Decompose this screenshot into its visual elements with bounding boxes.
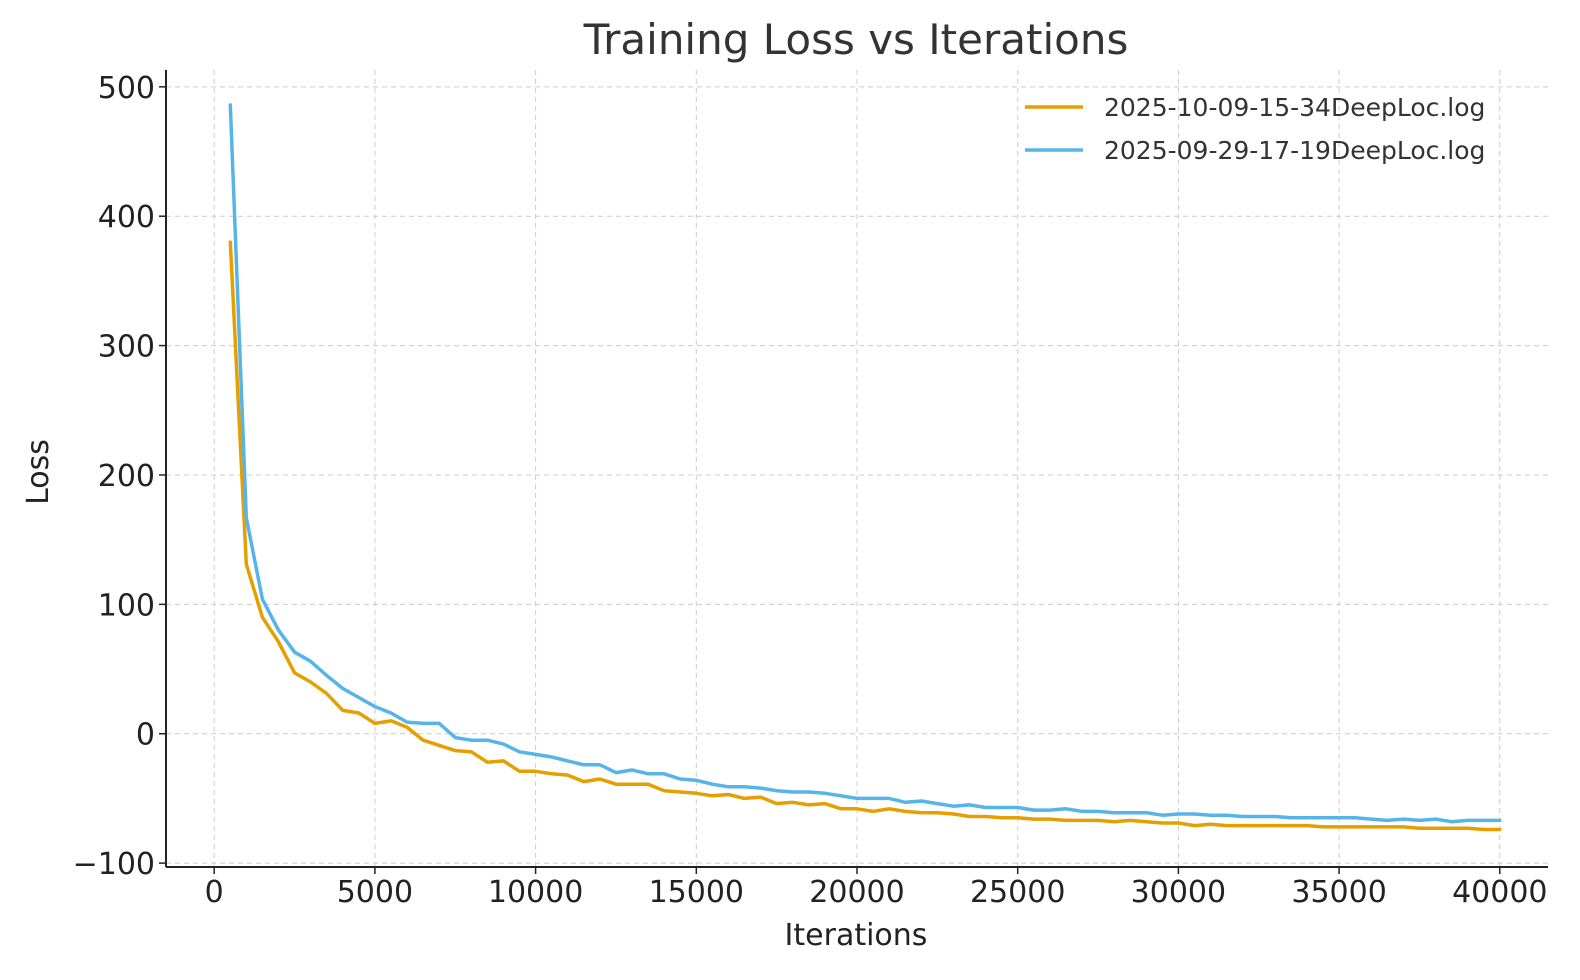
series-line bbox=[228, 240, 1502, 832]
legend-entry-label: 2025-09-29-17-19DeepLoc.log bbox=[1104, 136, 1485, 165]
y-tick-label: 0 bbox=[136, 718, 155, 753]
y-axis-ticks: −100 0 100 200 300 400 500 bbox=[73, 71, 166, 882]
x-tick-label: 0 bbox=[205, 875, 224, 910]
y-tick-label: 400 bbox=[98, 200, 155, 235]
y-tick-label: 500 bbox=[98, 71, 155, 106]
y-tick-label: 300 bbox=[98, 330, 155, 365]
legend: 2025-10-09-15-34DeepLoc.log 2025-09-29-17… bbox=[1025, 93, 1485, 165]
x-tick-label: 15000 bbox=[649, 875, 744, 910]
x-tick-label: 20000 bbox=[809, 875, 904, 910]
y-tick-label: −100 bbox=[73, 847, 155, 882]
x-tick-label: 35000 bbox=[1291, 875, 1386, 910]
grid bbox=[166, 70, 1548, 867]
legend-entry-label: 2025-10-09-15-34DeepLoc.log bbox=[1104, 93, 1485, 122]
x-tick-label: 5000 bbox=[337, 875, 413, 910]
series-line bbox=[228, 103, 1502, 824]
x-axis-ticks: 0 5000 10000 15000 20000 25000 30000 35000 40000 bbox=[205, 867, 1548, 910]
x-tick-label: 25000 bbox=[970, 875, 1065, 910]
x-axis-label: Iterations bbox=[785, 918, 928, 953]
x-tick-label: 40000 bbox=[1452, 875, 1547, 910]
chart-title: Training Loss vs Iterations bbox=[583, 15, 1129, 64]
y-tick-label: 100 bbox=[98, 588, 155, 623]
y-axis-label: Loss bbox=[21, 439, 56, 505]
x-tick-label: 10000 bbox=[488, 875, 583, 910]
series-lines bbox=[228, 103, 1502, 832]
x-tick-label: 30000 bbox=[1131, 875, 1226, 910]
y-tick-label: 200 bbox=[98, 459, 155, 494]
